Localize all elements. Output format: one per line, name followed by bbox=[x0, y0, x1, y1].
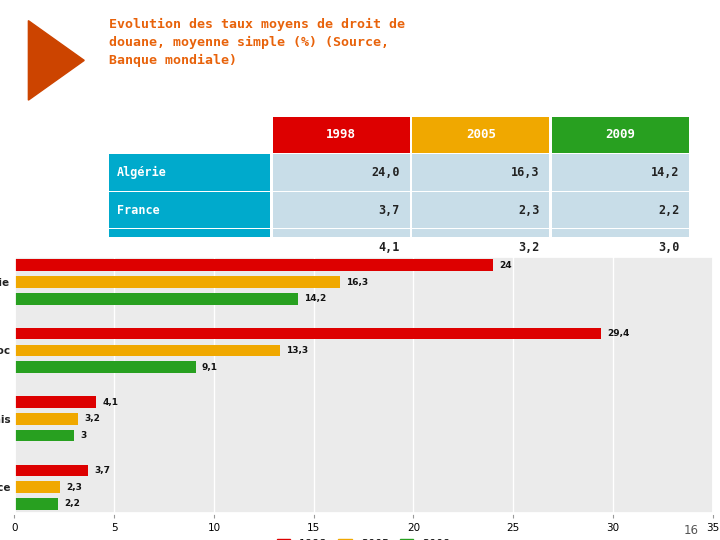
Bar bbox=[14, 345, 280, 356]
Text: 2,3: 2,3 bbox=[518, 204, 539, 217]
Text: France: France bbox=[117, 204, 160, 217]
Text: 14,2: 14,2 bbox=[651, 166, 679, 179]
Bar bbox=[14, 396, 96, 408]
Text: Evolution des taux moyens de droit de
douane, moyenne simple (%) (Source,
Banque: Evolution des taux moyens de droit de do… bbox=[109, 18, 405, 67]
Bar bbox=[14, 430, 74, 441]
Text: 16,3: 16,3 bbox=[511, 166, 539, 179]
Text: 16: 16 bbox=[683, 524, 698, 537]
Legend: 1998, 2005, 2009: 1998, 2005, 2009 bbox=[272, 535, 455, 540]
Text: 24: 24 bbox=[499, 261, 512, 270]
Bar bbox=[14, 361, 196, 373]
Text: 4,1: 4,1 bbox=[379, 241, 400, 254]
FancyBboxPatch shape bbox=[552, 192, 689, 228]
FancyBboxPatch shape bbox=[273, 267, 410, 303]
Text: 2005: 2005 bbox=[466, 129, 496, 141]
FancyBboxPatch shape bbox=[552, 230, 689, 266]
Text: 2,3: 2,3 bbox=[66, 483, 82, 492]
FancyBboxPatch shape bbox=[109, 192, 270, 228]
FancyBboxPatch shape bbox=[413, 267, 549, 303]
Text: 3,7: 3,7 bbox=[379, 204, 400, 217]
Bar bbox=[14, 293, 298, 305]
FancyBboxPatch shape bbox=[413, 117, 549, 153]
FancyBboxPatch shape bbox=[109, 154, 270, 191]
FancyBboxPatch shape bbox=[552, 117, 689, 153]
Text: 2,2: 2,2 bbox=[658, 204, 679, 217]
Text: Etats Unis: Etats Unis bbox=[117, 241, 189, 254]
Text: 13,3: 13,3 bbox=[286, 346, 308, 355]
Text: 9,1: 9,1 bbox=[202, 363, 218, 372]
FancyBboxPatch shape bbox=[552, 154, 689, 191]
FancyBboxPatch shape bbox=[273, 230, 410, 266]
FancyBboxPatch shape bbox=[273, 117, 410, 153]
Bar bbox=[14, 259, 493, 271]
Text: 9,1: 9,1 bbox=[658, 279, 679, 292]
FancyBboxPatch shape bbox=[109, 230, 270, 266]
Text: 16,3: 16,3 bbox=[346, 278, 368, 287]
Bar bbox=[14, 481, 60, 493]
Text: 24,0: 24,0 bbox=[372, 166, 400, 179]
Text: 1998: 1998 bbox=[326, 129, 356, 141]
Bar bbox=[14, 464, 89, 476]
Polygon shape bbox=[28, 21, 84, 100]
Text: Algérie: Algérie bbox=[117, 166, 167, 179]
Text: 13,3: 13,3 bbox=[511, 279, 539, 292]
Text: 3: 3 bbox=[80, 431, 86, 440]
Text: 4,1: 4,1 bbox=[102, 397, 118, 407]
FancyBboxPatch shape bbox=[273, 154, 410, 191]
Text: 3,2: 3,2 bbox=[84, 414, 100, 423]
Text: 29,4: 29,4 bbox=[372, 279, 400, 292]
Bar bbox=[14, 498, 58, 510]
Bar bbox=[14, 276, 340, 288]
Text: 2009: 2009 bbox=[606, 129, 636, 141]
Text: 3,7: 3,7 bbox=[94, 466, 110, 475]
Bar bbox=[14, 413, 78, 424]
FancyBboxPatch shape bbox=[413, 154, 549, 191]
FancyBboxPatch shape bbox=[413, 230, 549, 266]
FancyBboxPatch shape bbox=[413, 192, 549, 228]
Text: 14,2: 14,2 bbox=[304, 294, 326, 303]
Text: 2,2: 2,2 bbox=[64, 500, 80, 509]
Text: 3,2: 3,2 bbox=[518, 241, 539, 254]
FancyBboxPatch shape bbox=[109, 267, 270, 303]
Text: Maroc: Maroc bbox=[117, 279, 153, 292]
Text: 29,4: 29,4 bbox=[607, 329, 629, 338]
FancyBboxPatch shape bbox=[273, 192, 410, 228]
Text: 3,0: 3,0 bbox=[658, 241, 679, 254]
FancyBboxPatch shape bbox=[552, 267, 689, 303]
Bar bbox=[14, 328, 601, 340]
